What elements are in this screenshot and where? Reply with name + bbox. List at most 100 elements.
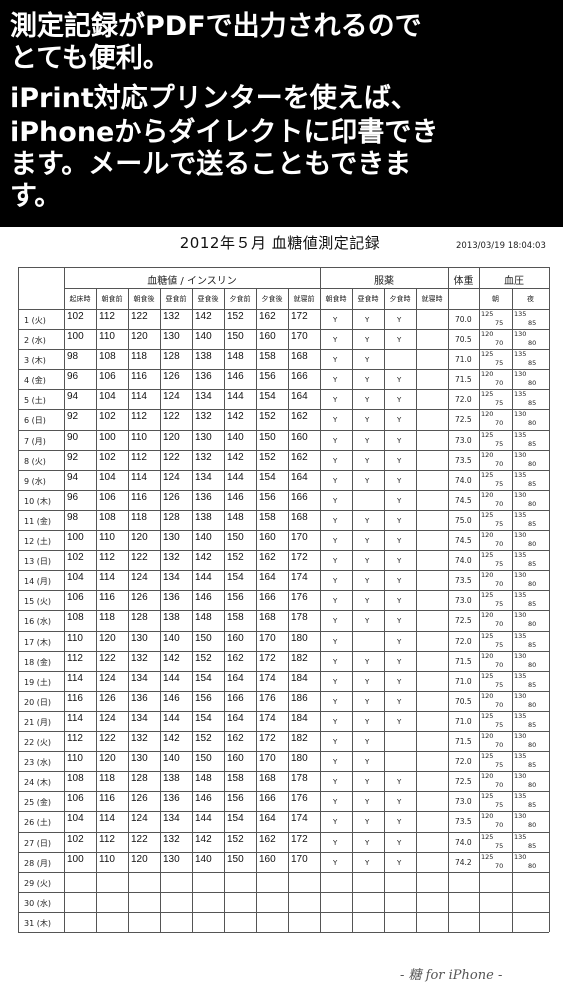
day-label: 14 (月) — [24, 577, 51, 587]
bp-night-systolic: 130 — [514, 330, 527, 339]
row-line — [18, 389, 549, 391]
day-label: 23 (水) — [24, 758, 51, 768]
glucose-value: 174 — [291, 813, 308, 825]
glucose-value: 138 — [163, 612, 180, 624]
glucose-value: 174 — [259, 712, 276, 724]
glucose-value: 146 — [195, 793, 212, 805]
glucose-value: 142 — [163, 652, 180, 664]
glucose-value: 130 — [131, 632, 148, 644]
glucose-value: 132 — [131, 652, 148, 664]
weight-value: 74.2 — [455, 857, 472, 867]
row-line — [18, 650, 549, 652]
medication-mark: Y — [365, 758, 370, 767]
glucose-value: 152 — [227, 311, 244, 322]
glucose-value: 126 — [131, 793, 148, 805]
glucose-value: 132 — [195, 411, 212, 423]
weight-value: 73.0 — [455, 596, 472, 606]
medication-mark: Y — [333, 758, 338, 767]
day-label: 1 (火) — [24, 316, 46, 325]
glucose-value: 118 — [131, 511, 147, 523]
medication-mark: Y — [333, 516, 338, 525]
bp-morning-systolic: 120 — [481, 772, 494, 781]
glucose-value: 102 — [67, 833, 84, 845]
bp-morning-systolic: 125 — [481, 832, 494, 841]
glucose-value: 162 — [227, 733, 244, 745]
glucose-value: 118 — [99, 773, 115, 785]
bp-night-diastolic: 85 — [528, 560, 537, 569]
medication-mark: Y — [365, 818, 370, 827]
day-label: 11 (金) — [24, 516, 51, 526]
row-line — [18, 811, 549, 813]
row-line — [18, 670, 549, 672]
glucose-value: 152 — [195, 733, 212, 745]
glucose-value: 124 — [99, 672, 116, 684]
medication-mark: Y — [397, 336, 402, 345]
bp-morning-systolic: 125 — [481, 591, 494, 600]
glucose-value: 140 — [163, 632, 180, 644]
glucose-value: 162 — [259, 552, 276, 564]
glucose-value: 166 — [291, 371, 308, 383]
bp-morning-diastolic: 70 — [495, 540, 504, 549]
glucose-value: 178 — [291, 773, 308, 785]
row-line — [18, 489, 549, 491]
medication-mark: Y — [365, 657, 370, 666]
bp-morning-systolic: 125 — [481, 792, 494, 801]
medication-mark: Y — [365, 778, 370, 787]
day-label: 2 (水) — [24, 336, 46, 346]
medication-mark: Y — [333, 677, 338, 686]
glucose-value: 112 — [99, 552, 115, 564]
bp-night-systolic: 135 — [514, 310, 527, 318]
bp-night-diastolic: 85 — [528, 479, 537, 488]
glucose-value: 154 — [259, 391, 276, 403]
glucose-value: 106 — [99, 491, 116, 503]
bp-night-diastolic: 80 — [528, 339, 537, 348]
medication-mark: Y — [397, 436, 402, 445]
medication-mark: Y — [333, 316, 338, 324]
medication-mark: Y — [365, 697, 370, 706]
medication-mark: Y — [397, 516, 402, 525]
record-sheet: 2012年５月 血糖値測定記録 2013/03/19 18:04:03 血糖値 … — [0, 227, 563, 1000]
medication-mark: Y — [333, 717, 338, 726]
glucose-value: 110 — [99, 331, 115, 343]
glucose-value: 100 — [67, 331, 84, 343]
glucose-value: 92 — [67, 451, 79, 463]
glucose-value: 136 — [195, 491, 212, 503]
medication-mark: Y — [397, 496, 402, 505]
weight-value: 72.5 — [455, 616, 472, 626]
glucose-value: 140 — [163, 753, 180, 765]
day-label: 31 (木) — [24, 918, 51, 928]
glucose-value: 100 — [99, 431, 116, 443]
bp-night-systolic: 135 — [514, 591, 527, 600]
row-line — [18, 891, 549, 893]
glucose-value: 94 — [67, 391, 79, 403]
row-line — [18, 530, 549, 532]
glucose-col-header: 朝食前 — [101, 295, 123, 303]
medication-mark: Y — [397, 838, 402, 847]
glucose-value: 120 — [131, 853, 148, 865]
medication-mark: Y — [397, 416, 402, 425]
bp-night-systolic: 135 — [514, 631, 527, 640]
bp-night-diastolic: 85 — [528, 680, 537, 689]
column-line — [448, 267, 449, 932]
glucose-value: 112 — [99, 833, 115, 845]
weight-value: 71.0 — [455, 676, 472, 686]
weight-value: 73.0 — [455, 797, 472, 807]
glucose-value: 156 — [259, 491, 276, 503]
glucose-value: 168 — [291, 351, 308, 363]
bp-night-diastolic: 80 — [528, 580, 537, 589]
bp-night-systolic: 130 — [514, 611, 527, 620]
bp-night-systolic: 130 — [514, 571, 527, 580]
glucose-col-header: 夕食前 — [229, 295, 251, 303]
day-label: 20 (日) — [24, 697, 51, 707]
glucose-value: 140 — [227, 431, 244, 443]
bp-morning-systolic: 125 — [481, 350, 494, 359]
glucose-value: 114 — [67, 712, 83, 724]
day-label: 16 (水) — [24, 617, 51, 627]
medication-mark: Y — [333, 336, 338, 345]
column-line — [384, 288, 385, 932]
bp-morning-systolic: 120 — [481, 531, 494, 540]
row-line — [18, 590, 549, 592]
glucose-value: 146 — [227, 371, 244, 383]
glucose-value: 146 — [227, 491, 244, 503]
day-label: 5 (土) — [24, 396, 46, 406]
